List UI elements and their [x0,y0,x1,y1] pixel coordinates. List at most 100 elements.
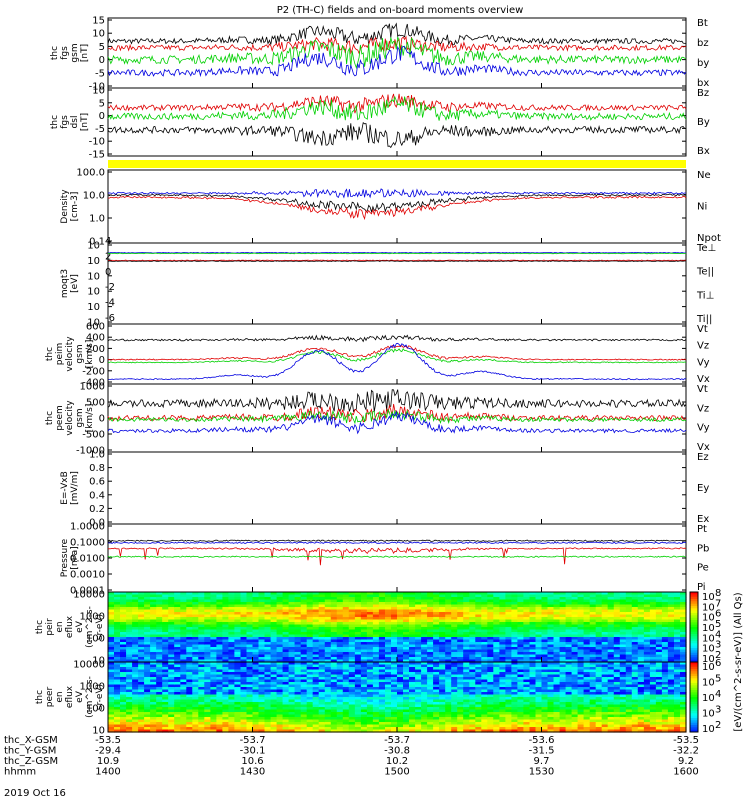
heatmap-cell [360,714,368,718]
heatmap-cell [162,604,169,608]
heatmap-cell [595,644,603,648]
heatmap-cell [631,602,639,606]
heatmap-cell [613,639,621,643]
heatmap-cell [378,627,386,631]
heatmap-cell [198,649,205,653]
heatmap-cell [336,647,344,651]
heatmap-cell [108,677,115,681]
heatmap-cell [360,727,368,731]
heatmap-cell [625,652,633,656]
heatmap-cell [493,617,500,621]
heatmap-cell [493,647,500,651]
heatmap-cell [499,669,506,673]
heatmap-cell [378,684,386,688]
heatmap-cell [144,624,151,628]
heatmap-cell [391,704,398,708]
heatmap-cell [397,592,404,596]
heatmap-cell [463,654,470,658]
heatmap-cell [378,647,386,651]
heatmap-cell [403,654,410,658]
heatmap-cell [445,614,452,618]
heatmap-cell [132,729,139,733]
heatmap-cell [463,687,470,691]
heatmap-cell [126,669,133,673]
heatmap-cell [445,639,452,643]
heatmap-cell [348,662,356,666]
heatmap-cell [481,679,488,683]
heatmap-cell [126,597,133,601]
heatmap-cell [517,729,524,733]
heatmap-cell [372,699,380,703]
heatmap-cell [439,624,446,628]
heatmap-cell [276,632,284,636]
heatmap-cell [385,702,392,706]
heatmap-cell [372,672,380,676]
heatmap-cell [601,617,609,621]
heatmap-cell [613,594,621,598]
heatmap-cell [150,714,157,718]
heatmap-cell [589,624,597,628]
heatmap-cell [366,614,374,618]
heatmap-cell [150,704,157,708]
heatmap-cell [312,657,320,661]
heatmap-cell [511,682,518,686]
heatmap-cell [276,724,284,728]
heatmap-cell [372,629,380,633]
heatmap-cell [565,602,573,606]
heatmap-cell [330,627,338,631]
heatmap-cell [366,657,374,661]
heatmap-cell [240,619,248,623]
heatmap-cell [505,649,512,653]
heatmap-cell [210,609,217,613]
heatmap-cell [493,592,500,596]
heatmap-cell [505,677,512,681]
heatmap-cell [288,667,296,671]
heatmap-cell [415,727,422,731]
heatmap-cell [433,604,440,608]
heatmap-cell [330,672,338,676]
heatmap-cell [595,634,603,638]
heatmap-cell [674,639,681,643]
heatmap-cell [324,654,332,658]
heatmap-cell [457,652,464,656]
series-Te [107,259,687,262]
heatmap-cell [156,674,163,678]
heatmap-cell [372,642,380,646]
heatmap-cell [451,602,458,606]
heatmap-cell [288,677,296,681]
heatmap-cell [204,637,211,641]
heatmap-cell [312,704,320,708]
heatmap-cell [276,672,284,676]
panel-4: moqt3[eV]10410210010-210-410-6Te⊥Te||Ti⊥… [60,236,716,329]
heatmap-cell [475,699,482,703]
heatmap-cell [385,712,392,716]
heatmap-cell [156,714,163,718]
heatmap-cell [150,594,157,598]
heatmap-cell [481,712,488,716]
heatmap-cell [366,679,374,683]
heatmap-cell [366,592,374,596]
heatmap-cell [276,639,284,643]
heatmap-cell [216,722,223,726]
heatmap-cell [505,642,512,646]
heatmap-cell [535,604,543,608]
heatmap-cell [541,659,549,663]
heatmap-cell [282,714,290,718]
y-tick-label: 1.0 [89,214,105,225]
heatmap-cell [366,652,374,656]
heatmap-cell [324,644,332,648]
heatmap-cell [144,654,151,658]
heatmap-cell [210,662,217,666]
heatmap-cell [126,639,133,643]
heatmap-cell [240,699,248,703]
heatmap-cell [421,657,428,661]
heatmap-cell [589,602,597,606]
heatmap-cell [264,667,272,671]
heatmap-cell [162,612,169,616]
heatmap-cell [487,667,494,671]
heatmap-cell [324,724,332,728]
heatmap-cell [553,652,561,656]
heatmap-cell [258,707,266,711]
heatmap-cell [421,622,428,626]
heatmap-cell [439,664,446,668]
